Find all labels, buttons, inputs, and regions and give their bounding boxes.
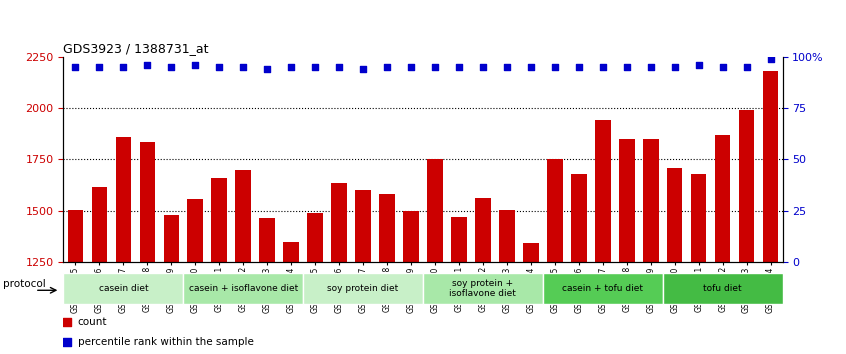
Bar — [619, 139, 634, 262]
Text: tofu diet: tofu diet — [703, 284, 742, 293]
Point — [404, 64, 418, 70]
Point — [428, 64, 442, 70]
Point — [500, 64, 514, 70]
Bar — [188, 199, 203, 262]
Bar — [332, 183, 347, 262]
Bar — [763, 71, 778, 262]
Bar — [260, 218, 275, 262]
Point — [692, 62, 706, 68]
Bar — [116, 137, 131, 262]
Point — [620, 64, 634, 70]
Point — [476, 64, 490, 70]
Bar — [427, 159, 442, 262]
Bar — [523, 244, 539, 262]
Text: soy protein +
isoflavone diet: soy protein + isoflavone diet — [449, 279, 516, 298]
Bar — [283, 242, 299, 262]
Bar — [662, 273, 783, 304]
Bar — [307, 213, 323, 262]
Bar — [355, 190, 371, 262]
Point — [596, 64, 609, 70]
Point — [380, 64, 393, 70]
Bar — [68, 210, 83, 262]
Bar — [543, 273, 662, 304]
Bar — [140, 142, 155, 262]
Point — [572, 64, 585, 70]
Bar — [212, 178, 227, 262]
Bar — [303, 273, 423, 304]
Point — [764, 56, 777, 62]
Point — [524, 64, 537, 70]
Text: count: count — [78, 318, 107, 327]
Point — [60, 339, 74, 345]
Point — [332, 64, 346, 70]
Bar — [379, 194, 395, 262]
Point — [92, 64, 106, 70]
Point — [69, 64, 82, 70]
Point — [212, 64, 226, 70]
Point — [356, 66, 370, 72]
Bar — [235, 170, 251, 262]
Bar — [423, 273, 543, 304]
Text: casein + isoflavone diet: casein + isoflavone diet — [189, 284, 298, 293]
Bar — [595, 120, 611, 262]
Bar — [499, 210, 514, 262]
Bar — [163, 215, 179, 262]
Point — [644, 64, 657, 70]
Point — [261, 66, 274, 72]
Bar — [404, 211, 419, 262]
Bar — [691, 174, 706, 262]
Bar — [451, 217, 467, 262]
Bar — [547, 159, 563, 262]
Point — [452, 64, 465, 70]
Text: soy protein diet: soy protein diet — [327, 284, 398, 293]
Point — [739, 64, 753, 70]
Point — [284, 64, 298, 70]
Point — [236, 64, 250, 70]
Bar — [571, 174, 586, 262]
Bar — [91, 187, 107, 262]
Bar — [739, 110, 755, 262]
Point — [548, 64, 562, 70]
Bar — [643, 139, 658, 262]
Point — [189, 62, 202, 68]
Bar — [63, 273, 184, 304]
Text: casein diet: casein diet — [99, 284, 148, 293]
Point — [667, 64, 681, 70]
Point — [164, 64, 178, 70]
Point — [308, 64, 321, 70]
Point — [716, 64, 729, 70]
Point — [60, 320, 74, 325]
Bar — [715, 135, 730, 262]
Text: protocol: protocol — [3, 279, 46, 289]
Bar — [184, 273, 303, 304]
Text: casein + tofu diet: casein + tofu diet — [563, 284, 643, 293]
Bar — [475, 198, 491, 262]
Point — [140, 62, 154, 68]
Point — [117, 64, 130, 70]
Text: GDS3923 / 1388731_at: GDS3923 / 1388731_at — [63, 42, 209, 56]
Text: percentile rank within the sample: percentile rank within the sample — [78, 337, 254, 347]
Bar — [667, 167, 683, 262]
